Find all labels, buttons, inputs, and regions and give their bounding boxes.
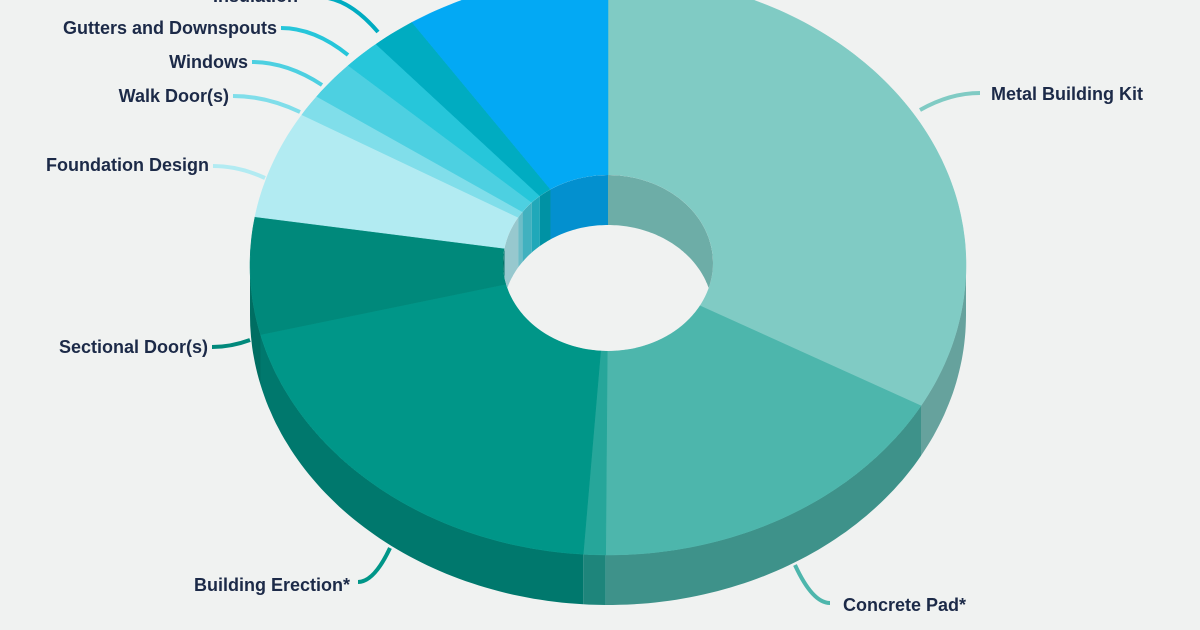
slice-label: Windows <box>169 52 248 72</box>
slice-inner-wall <box>531 196 540 253</box>
slice-label: Metal Building Kit <box>991 84 1143 104</box>
slice-side <box>260 334 584 605</box>
slice-label: Walk Door(s) <box>119 86 229 106</box>
inner-walls <box>503 175 713 313</box>
leader-line <box>232 94 301 114</box>
slice-label: Gutters and Downspouts <box>63 18 277 38</box>
leader-line <box>251 60 324 87</box>
slice-side <box>921 265 966 456</box>
slice-side <box>250 265 261 385</box>
leader-line <box>280 26 350 57</box>
slice-label: Concrete Pad* <box>843 595 966 615</box>
leader-line <box>211 338 251 349</box>
slice-label: Insulation <box>213 0 298 6</box>
leader-line <box>327 0 380 34</box>
leader-line <box>793 564 831 605</box>
slice-inner-wall <box>608 175 713 313</box>
slice-inner-wall <box>550 175 608 240</box>
slice-inner-wall <box>522 202 532 262</box>
leader-line <box>919 91 981 112</box>
slice-label: Building Erection* <box>194 575 350 595</box>
slice-label: Foundation Design <box>46 155 209 175</box>
leader-line <box>357 547 392 584</box>
slice-inner-wall <box>504 217 519 299</box>
slice-inner-wall <box>539 189 551 246</box>
slice-inner-wall <box>518 211 523 268</box>
slice-side <box>605 405 921 605</box>
slice-label: Sectional Door(s) <box>59 337 208 357</box>
slice-side <box>583 554 606 605</box>
leader-line <box>212 164 266 180</box>
